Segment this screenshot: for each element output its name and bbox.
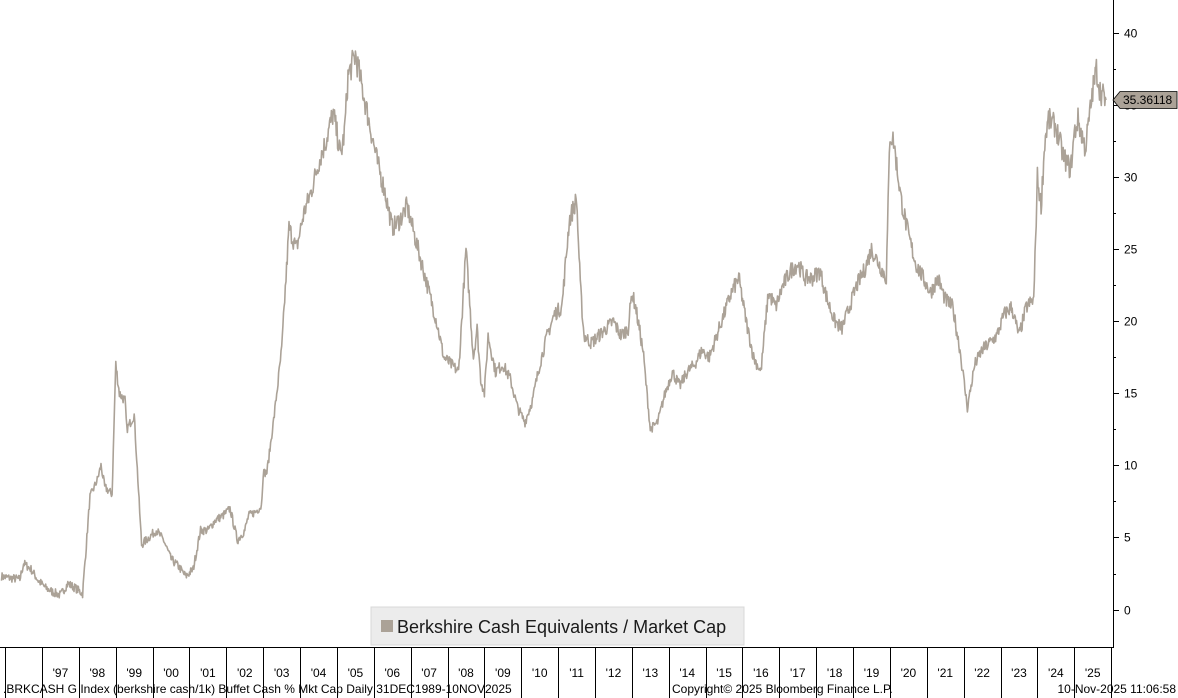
x-tick-label: '06: [384, 666, 400, 680]
x-tick-label: '16: [753, 666, 769, 680]
x-tick-label: '09: [495, 666, 511, 680]
y-tick-label: 20: [1124, 315, 1138, 329]
x-tick-label: '15: [716, 666, 732, 680]
x-tick-label: '01: [200, 666, 216, 680]
footer: .BRKCASH G Index (berkshire cash/1k) Buf…: [3, 682, 1176, 696]
x-tick-label: '14: [679, 666, 695, 680]
x-tick-label: '20: [901, 666, 917, 680]
x-tick-label: '05: [348, 666, 364, 680]
y-tick-label: 10: [1124, 459, 1138, 473]
y-tick-label: 15: [1124, 387, 1138, 401]
y-tick-label: 0: [1124, 604, 1131, 618]
x-tick-label: '18: [827, 666, 843, 680]
last-value-label: 35.36118: [1112, 91, 1178, 109]
x-tick-label: '07: [421, 666, 437, 680]
x-tick-label: '21: [937, 666, 953, 680]
last-value-text: 35.36118: [1123, 93, 1172, 107]
x-tick-label: '22: [974, 666, 990, 680]
y-tick-label: 30: [1124, 171, 1138, 185]
legend: Berkshire Cash Equivalents / Market Cap: [370, 606, 745, 646]
x-tick-label: '00: [163, 666, 179, 680]
x-tick-label: '02: [237, 666, 253, 680]
x-tick-label: '10: [532, 666, 548, 680]
x-tick-label: '99: [126, 666, 142, 680]
x-tick-label: '24: [1048, 666, 1064, 680]
y-tick-label: 40: [1124, 27, 1138, 41]
x-tick-label: '25: [1085, 666, 1101, 680]
legend-label: Berkshire Cash Equivalents / Market Cap: [397, 617, 726, 637]
x-tick-label: '98: [90, 666, 106, 680]
x-tick-label: '97: [53, 666, 69, 680]
series-line-berkshire-cash: [0, 49, 1107, 599]
last-value-badge: [1112, 91, 1178, 109]
y-tick-label: 5: [1124, 531, 1131, 545]
footer-timestamp: 10-Nov-2025 11:06:58: [1057, 682, 1176, 696]
legend-swatch: [381, 620, 393, 632]
legend-box: [370, 606, 745, 646]
y-axis: 0510152025303540: [1113, 0, 1138, 647]
footer-copyright: Copyright© 2025 Bloomberg Finance L.P.: [672, 682, 893, 696]
x-axis: '97 '98 '99 '00 '01 '02 '03 '04 '05 '06 '07 '08 '09 '…: [0, 647, 1114, 698]
x-tick-label: '04: [311, 666, 327, 680]
x-tick-label: '13: [643, 666, 659, 680]
x-tick-label: '17: [790, 666, 806, 680]
x-tick-label: '23: [1011, 666, 1027, 680]
series-layer: [0, 49, 1107, 599]
x-tick-label: '08: [458, 666, 474, 680]
x-tick-label: '11: [569, 666, 584, 680]
x-tick-label: '12: [606, 666, 622, 680]
footer-source: .BRKCASH G Index (berkshire cash/1k) Buf…: [3, 682, 512, 696]
x-tick-label: '03: [274, 666, 290, 680]
y-tick-label: 25: [1124, 243, 1138, 257]
x-tick-label: '19: [864, 666, 880, 680]
